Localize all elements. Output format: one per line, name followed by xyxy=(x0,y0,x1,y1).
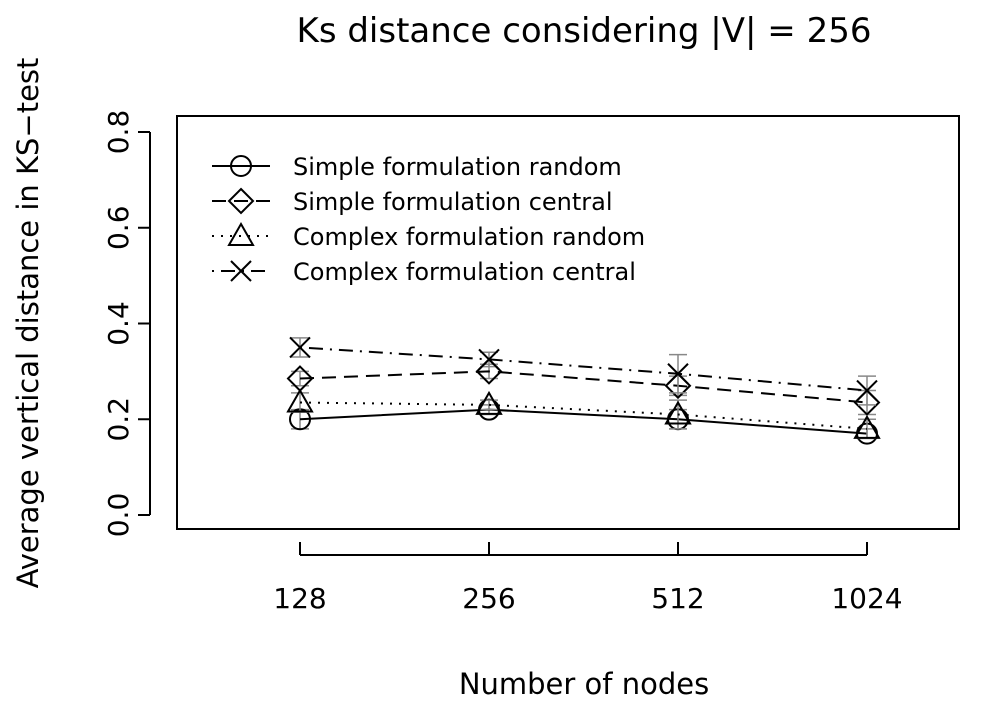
legend: Simple formulation random Simple formulat… xyxy=(212,153,645,286)
legend-label: Complex formulation central xyxy=(293,258,636,286)
series-line xyxy=(299,370,868,404)
x-tick-label: 512 xyxy=(651,582,704,615)
series-layer xyxy=(286,336,881,445)
x-tick-label: 256 xyxy=(462,582,515,615)
data-point-x xyxy=(856,379,878,402)
data-point-triangle xyxy=(475,390,503,415)
legend-marker-triangle xyxy=(227,221,255,246)
x-axis: 128 256 512 1024 xyxy=(273,542,903,615)
series-3 xyxy=(286,388,881,440)
y-tick-label: 0.8 xyxy=(102,110,135,155)
data-point-x-stroke-b xyxy=(478,348,500,371)
y-tick-label: 0.0 xyxy=(102,493,135,538)
series-4 xyxy=(289,336,878,406)
legend-marker-x xyxy=(230,260,252,282)
data-point-x xyxy=(289,336,311,359)
legend-label: Simple formulation central xyxy=(293,188,613,216)
legend-marker-x-stroke-b xyxy=(230,260,252,282)
series-1 xyxy=(289,398,878,445)
plot-frame xyxy=(176,115,960,530)
y-tick-label: 0.2 xyxy=(102,397,135,442)
x-tick-label: 1024 xyxy=(831,582,902,615)
y-tick-label: 0.4 xyxy=(102,301,135,346)
series-line xyxy=(299,408,868,435)
legend-marker-diamond xyxy=(227,187,255,215)
x-tick-label: 128 xyxy=(273,582,326,615)
y-axis-label: Average vertical distance in KS−test xyxy=(11,58,45,589)
x-axis-label: Number of nodes xyxy=(459,667,709,701)
legend-entry-1: Simple formulation random xyxy=(212,153,622,181)
series-line xyxy=(299,346,868,392)
y-axis: 0.0 0.2 0.4 0.6 0.8 xyxy=(102,110,151,538)
data-point-x xyxy=(478,348,500,371)
data-point-triangle xyxy=(853,414,881,439)
data-point-x-stroke-b xyxy=(856,379,878,402)
data-point-x xyxy=(667,363,689,385)
legend-marker-circle xyxy=(230,155,252,177)
legend-entry-2: Simple formulation central xyxy=(212,187,613,216)
data-point-x-stroke-b xyxy=(289,336,311,359)
series-2 xyxy=(286,357,881,416)
data-point-triangle xyxy=(286,388,314,413)
data-point-triangle xyxy=(664,400,692,425)
legend-entry-3: Complex formulation random xyxy=(212,221,645,251)
data-point-x-stroke-b xyxy=(667,363,689,385)
legend-label: Simple formulation random xyxy=(293,153,622,181)
legend-entry-4: Complex formulation central xyxy=(212,258,636,286)
y-tick-label: 0.6 xyxy=(102,205,135,250)
legend-label: Complex formulation random xyxy=(293,223,645,251)
chart-title: Ks distance considering |V| = 256 xyxy=(297,11,872,51)
